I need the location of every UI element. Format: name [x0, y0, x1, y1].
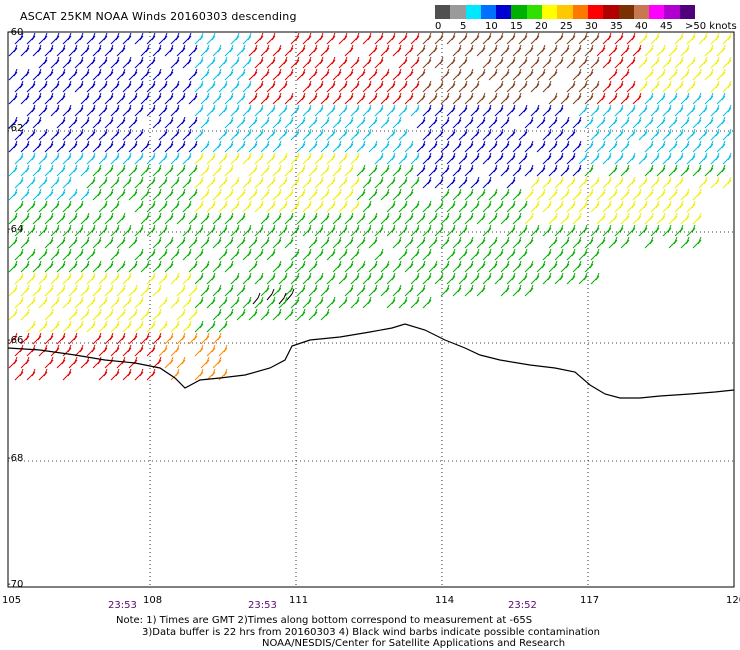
map-title: ASCAT 25KM NOAA Winds 20160303 descendin…	[20, 10, 297, 23]
legend-label: 15	[510, 21, 523, 32]
legend-swatch	[634, 5, 649, 19]
legend-swatch	[680, 5, 695, 19]
legend-swatch	[466, 5, 481, 19]
legend-color-bar	[435, 5, 695, 19]
legend-swatch	[527, 5, 542, 19]
note-line-1: Note: 1) Times are GMT 2)Times along bot…	[116, 615, 532, 626]
legend-label: 0	[435, 21, 441, 32]
note-line-3: NOAA/NESDIS/Center for Satellite Applica…	[262, 638, 565, 649]
legend-label: 35	[610, 21, 623, 32]
legend-swatch	[573, 5, 588, 19]
lat-label: -62	[7, 123, 23, 134]
wind-speed-legend: 0 5 10 15 20 25 30 35 40 45 >50 knots	[435, 5, 695, 33]
legend-label: 25	[560, 21, 573, 32]
legend-label: 45	[660, 21, 673, 32]
pass-time: 23:53	[248, 600, 277, 611]
lon-label: 114	[435, 595, 454, 606]
lat-label: -64	[7, 224, 23, 235]
legend-swatch	[511, 5, 526, 19]
pass-time: 23:52	[508, 600, 537, 611]
legend-label: 10	[485, 21, 498, 32]
legend-swatch	[649, 5, 664, 19]
legend-label: 5	[460, 21, 466, 32]
map-frame	[8, 32, 734, 587]
legend-swatch	[496, 5, 511, 19]
legend-swatch	[664, 5, 679, 19]
wind-map	[0, 0, 740, 650]
legend-swatch	[557, 5, 572, 19]
lon-label: 108	[143, 595, 162, 606]
lon-label: 111	[289, 595, 308, 606]
legend-swatch	[603, 5, 618, 19]
legend-swatch	[588, 5, 603, 19]
lat-label: -60	[7, 27, 23, 38]
legend-swatch	[450, 5, 465, 19]
legend-label: 20	[535, 21, 548, 32]
lat-label: -68	[7, 453, 23, 464]
legend-swatch	[481, 5, 496, 19]
pass-time: 23:53	[108, 600, 137, 611]
legend-swatch	[619, 5, 634, 19]
legend-swatch	[435, 5, 450, 19]
legend-swatch	[542, 5, 557, 19]
lat-label: -66	[7, 335, 23, 346]
legend-label: 40	[635, 21, 648, 32]
lon-label: 105	[2, 595, 21, 606]
legend-label: >50 knots	[685, 21, 737, 32]
lon-label: 117	[580, 595, 599, 606]
lat-label: -70	[7, 579, 23, 590]
lon-label: 120	[726, 595, 740, 606]
legend-label: 30	[585, 21, 598, 32]
note-line-2: 3)Data buffer is 22 hrs from 20160303 4)…	[142, 627, 600, 638]
